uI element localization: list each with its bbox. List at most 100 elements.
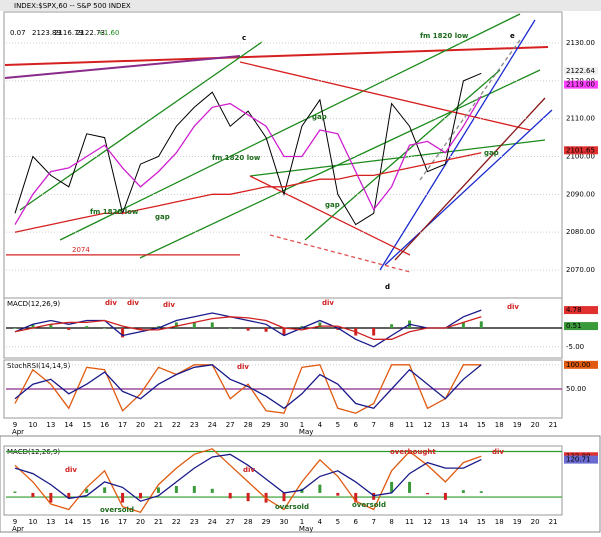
- x-tick-label: 23: [190, 518, 199, 526]
- trendline: [304, 69, 501, 241]
- x-tick-label: 21: [549, 421, 558, 429]
- annotation: div: [105, 299, 117, 307]
- annotation: oversold: [100, 506, 134, 514]
- annotation: div: [243, 466, 255, 474]
- x-tick-label: 27: [226, 421, 235, 429]
- histogram-bar: [31, 324, 35, 328]
- series-line: [14, 95, 482, 225]
- annotation: e: [510, 32, 515, 40]
- series-line: [14, 364, 482, 414]
- x-tick-label: 16: [100, 518, 109, 526]
- trendline: [4, 46, 549, 66]
- value-badge: [564, 455, 598, 464]
- y-tick-label: 2130.00: [566, 39, 595, 47]
- x-tick-label: 9: [13, 421, 17, 429]
- histogram-bar: [210, 322, 214, 328]
- trendline: [419, 39, 521, 181]
- x-tick-label: 19: [513, 518, 522, 526]
- histogram-bar: [85, 488, 89, 493]
- value-badge: [564, 360, 598, 369]
- value-badge-label: 2119.00: [566, 81, 595, 89]
- annotation: gap: [484, 149, 499, 157]
- histogram-bar: [282, 492, 286, 502]
- quote-value: 2116.79: [54, 29, 83, 37]
- histogram-bar: [49, 324, 53, 328]
- trendline: [249, 139, 546, 177]
- histogram-bar: [246, 492, 250, 502]
- x-tick-label: 20: [531, 421, 540, 429]
- series-line: [14, 72, 482, 226]
- trendline: [139, 69, 541, 259]
- histogram-bar: [443, 492, 447, 500]
- y-tick-label: 50.00: [566, 385, 586, 393]
- y-tick-label: 2100.00: [566, 153, 595, 161]
- histogram-bar: [85, 326, 89, 328]
- annotation: fm 1820 low: [90, 208, 139, 216]
- x-tick-label: 27: [226, 518, 235, 526]
- histogram-bar: [461, 490, 465, 493]
- x-tick-label: 4: [318, 421, 323, 429]
- histogram-bar: [390, 324, 394, 328]
- x-tick-label: 18: [495, 421, 504, 429]
- histogram-bar: [139, 492, 143, 499]
- trendline: [249, 175, 411, 256]
- histogram-bar: [13, 491, 17, 493]
- annotation: gap: [312, 113, 327, 121]
- x-tick-label: 14: [64, 518, 73, 526]
- histogram-bar: [103, 487, 107, 493]
- annotation: div: [65, 466, 77, 474]
- x-tick-label: 19: [513, 421, 522, 429]
- trendline: [4, 55, 241, 79]
- x-tick-label: 16: [100, 421, 109, 429]
- histogram-bar: [336, 492, 340, 496]
- histogram-bar: [318, 484, 322, 493]
- reference-label: 2074: [72, 246, 90, 254]
- x-tick-label: 17: [118, 518, 127, 526]
- trendline: [379, 19, 536, 271]
- panel-title: MACD(12,26,9): [7, 300, 60, 308]
- histogram-bar: [372, 328, 376, 336]
- x-tick-label: 30: [280, 421, 289, 429]
- month-label: Apr: [12, 428, 24, 436]
- x-tick-label: 13: [46, 518, 55, 526]
- annotation: div: [322, 299, 334, 307]
- value-badge-label: 2101.65: [566, 146, 595, 154]
- x-tick-label: 9: [13, 518, 17, 526]
- x-tick-label: 10: [28, 518, 37, 526]
- x-tick-label: 11: [405, 421, 414, 429]
- x-tick-label: 13: [441, 518, 450, 526]
- annotation: fm 1820 low: [420, 32, 469, 40]
- x-tick-label: 24: [208, 421, 217, 429]
- value-badge-label: 0.51: [566, 322, 582, 330]
- annotation: div: [507, 303, 519, 311]
- histogram-bar: [246, 328, 250, 331]
- annotation: gap: [325, 201, 340, 209]
- y-tick-label: 2090.00: [566, 190, 595, 198]
- x-tick-label: 20: [136, 518, 145, 526]
- quote-value: +1.60: [98, 29, 119, 37]
- x-tick-label: 12: [423, 421, 432, 429]
- x-tick-label: 15: [477, 518, 486, 526]
- x-tick-label: 23: [190, 421, 199, 429]
- x-tick-label: 15: [82, 518, 91, 526]
- histogram-bar: [228, 328, 232, 329]
- month-label: Apr: [12, 525, 24, 533]
- x-tick-label: 15: [477, 421, 486, 429]
- x-tick-label: 22: [172, 518, 181, 526]
- panel-title: StochRSI(14,14,9): [7, 362, 71, 370]
- x-tick-label: 21: [154, 421, 163, 429]
- histogram-bar: [390, 481, 394, 493]
- x-tick-label: 20: [531, 518, 540, 526]
- month-label: May: [299, 525, 313, 533]
- trendline: [59, 13, 521, 241]
- y-tick-label: 2080.00: [566, 228, 595, 236]
- histogram-bar: [156, 326, 160, 328]
- x-tick-label: 5: [336, 421, 340, 429]
- x-tick-label: 5: [336, 518, 340, 526]
- histogram-bar: [139, 328, 143, 330]
- trendlines: [4, 13, 553, 273]
- series-line: [14, 152, 482, 233]
- month-label: May: [299, 428, 313, 436]
- histogram-bar: [408, 481, 412, 493]
